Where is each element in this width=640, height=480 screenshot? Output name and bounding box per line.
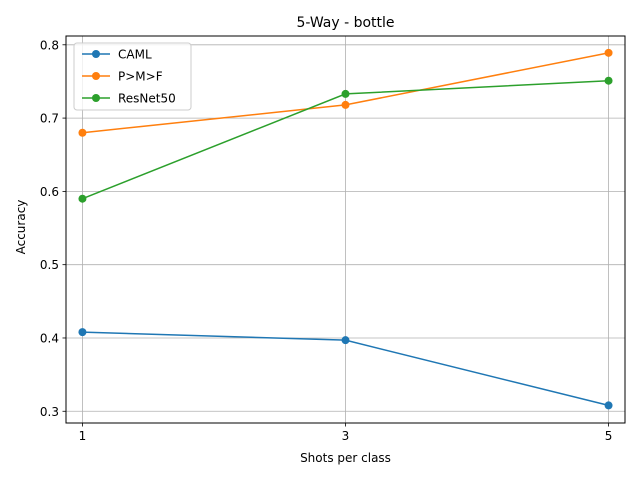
y-tick-label: 0.7 [40, 112, 59, 126]
data-point-resnet50 [341, 89, 350, 98]
y-tick-label: 0.5 [40, 258, 59, 272]
data-point-resnet50 [78, 194, 87, 203]
x-tick-label: 5 [605, 429, 613, 443]
y-tick-label: 0.4 [40, 331, 59, 345]
y-tick-label: 0.8 [40, 38, 59, 52]
x-tick-label: 1 [79, 429, 87, 443]
legend-label-p-m-f: P>M>F [118, 70, 163, 84]
data-point-caml [341, 336, 350, 345]
data-point-caml [78, 328, 87, 337]
legend-label-caml: CAML [118, 48, 152, 62]
y-tick-label: 0.6 [40, 185, 59, 199]
data-point-caml [604, 401, 613, 410]
legend-label-resnet50: ResNet50 [118, 92, 176, 106]
legend-box [73, 42, 192, 111]
legend-marker-resnet50 [92, 94, 100, 102]
ticks: 1 3 5 0.3 0.4 0.5 0.6 0.7 0.8 [40, 38, 612, 443]
data-point-p-m-f [341, 100, 350, 109]
x-tick-label: 3 [342, 429, 350, 443]
data-point-resnet50 [604, 76, 613, 85]
legend-marker-p-m-f [92, 72, 100, 80]
data-point-p-m-f [78, 128, 87, 137]
chart-title: 5-Way - bottle [296, 15, 394, 31]
series-layer [78, 48, 613, 410]
legend-marker-caml [92, 50, 100, 58]
y-axis-label: Accuracy [14, 200, 28, 255]
data-point-p-m-f [604, 48, 613, 57]
legend: CAML P>M>F ResNet50 [73, 42, 192, 111]
x-axis-label: Shots per class [300, 451, 391, 465]
y-tick-label: 0.3 [40, 405, 59, 419]
